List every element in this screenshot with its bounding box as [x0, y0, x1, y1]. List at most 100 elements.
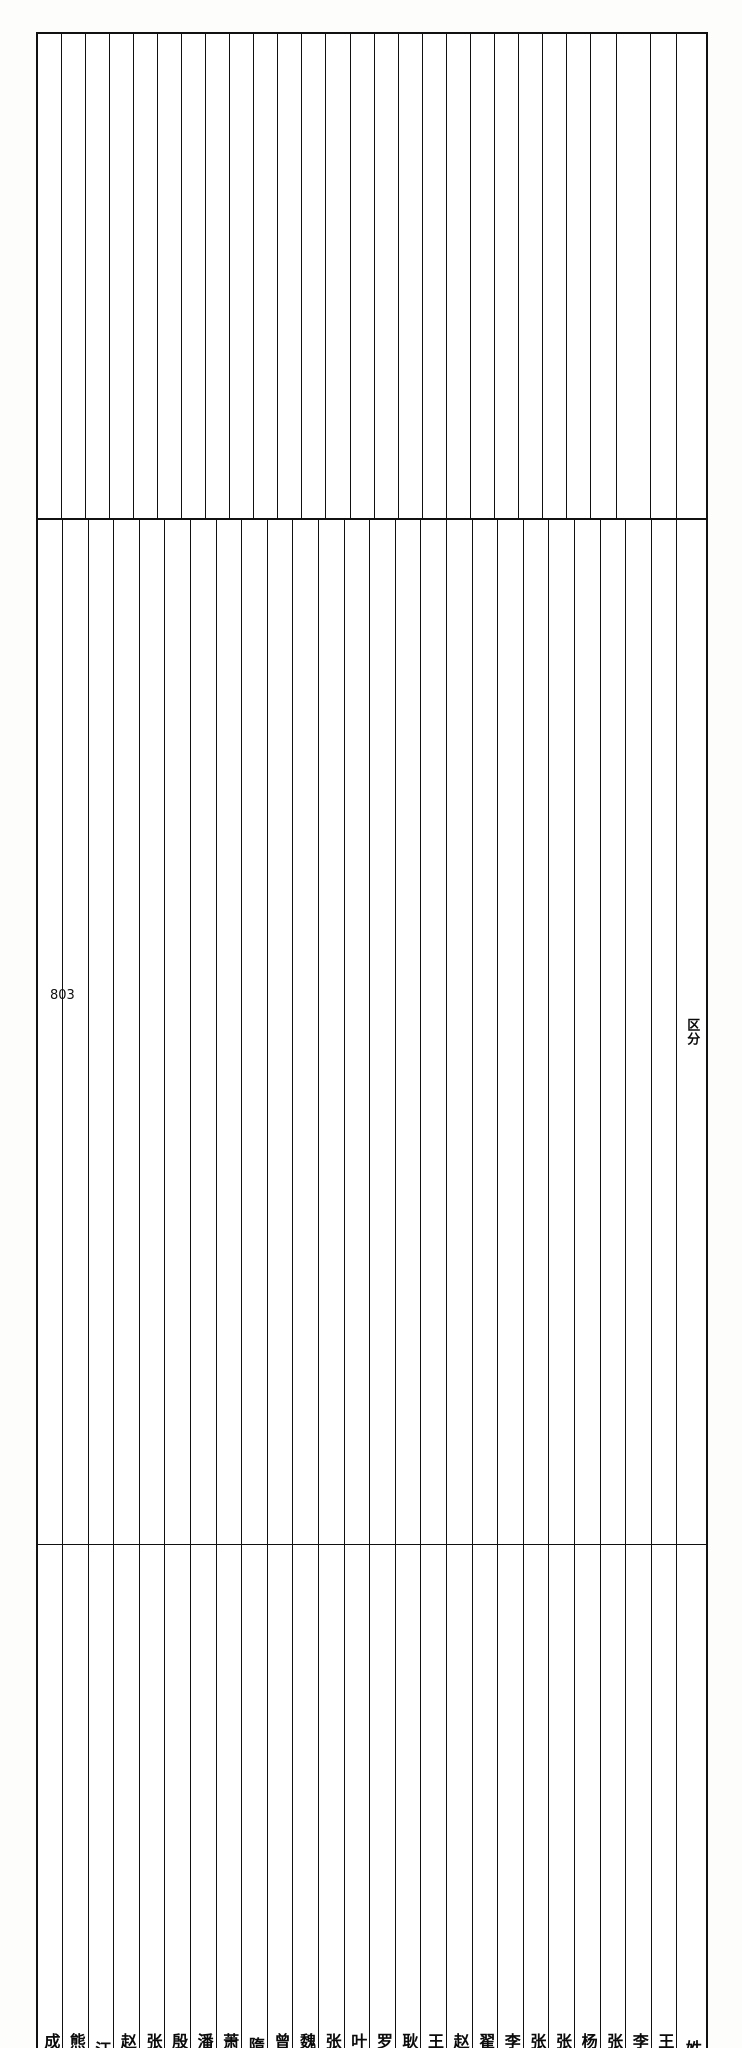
cell-category: [242, 519, 268, 1545]
name-text: 曾越万: [268, 1545, 293, 2048]
row-label-text: 区分: [677, 520, 706, 1544]
category-text: [652, 520, 677, 1544]
cell-category: [421, 519, 447, 1545]
name-text: 罗荣穆: [370, 1545, 395, 2048]
cell-name: 罗荣穆: [370, 1545, 396, 2048]
table-row-name: 成树德熊先齐汪铎赵会广张振汉殷朝治潘先丁萧敦诗隋瑋⑪曾越万魏国俊张智义叶铁基罗荣…: [37, 1545, 707, 2048]
name-text: 张鼎三: [601, 1545, 626, 2048]
name-text: 李志禹: [498, 1545, 523, 2048]
cell-category: [165, 519, 191, 1545]
row-label-text: 姓名: [677, 1545, 706, 2048]
cell-category: [267, 519, 293, 1545]
table-row-category: 区分: [37, 519, 707, 1545]
cell-name: 汪铎: [88, 1545, 114, 2048]
cell-category: [139, 519, 165, 1545]
cell-name: 叶铁基: [344, 1545, 370, 2048]
name-text: 熊先齐: [63, 1545, 88, 2048]
category-text: [396, 520, 421, 1544]
category-text: [498, 520, 523, 1544]
cell-name: 张振汉: [139, 1545, 165, 2048]
name-text: 叶铁基: [345, 1545, 370, 2048]
name-text: 张智义: [319, 1545, 344, 2048]
category-text: [601, 520, 626, 1544]
category-text: [524, 520, 549, 1544]
cell-name: 王应元: [421, 1545, 447, 2048]
name-text: 萧敦诗: [217, 1545, 242, 2048]
name-text: 殷朝治: [165, 1545, 190, 2048]
cell-category: [651, 519, 677, 1545]
cell-name: 萧敦诗: [216, 1545, 242, 2048]
category-text: [165, 520, 190, 1544]
category-text: [63, 520, 88, 1544]
cell-name: 潘先丁: [191, 1545, 217, 2048]
category-text: [38, 520, 62, 1544]
cell-name: 曾越万: [267, 1545, 293, 2048]
name-text: 张永言: [549, 1545, 574, 2048]
cell-category: [63, 519, 89, 1545]
category-text: [549, 520, 574, 1544]
row-label-category: 区分: [677, 519, 707, 1545]
category-text: [268, 520, 293, 1544]
category-text: [319, 520, 344, 1544]
cell-name: 魏国俊: [293, 1545, 319, 2048]
cell-name: 张志英: [523, 1545, 549, 2048]
category-text: [626, 520, 651, 1544]
category-text: [242, 520, 267, 1544]
cell-name: 翟柏身: [472, 1545, 498, 2048]
cell-name: 杨光品: [574, 1545, 600, 2048]
cell-category: [344, 519, 370, 1545]
cell-name: 熊先齐: [63, 1545, 89, 2048]
cell-name: 赵会广: [114, 1545, 140, 2048]
name-text: 杨光品: [575, 1545, 600, 2048]
cell-name: 成树德: [37, 1545, 63, 2048]
category-text: [293, 520, 318, 1544]
name-text: 隋瑋⑪: [242, 1545, 267, 2048]
category-text: [421, 520, 446, 1544]
cell-category: [498, 519, 524, 1545]
name-text: 潘先丁: [191, 1545, 216, 2048]
category-text: [473, 520, 498, 1544]
cell-category: [37, 519, 63, 1545]
name-text: 王镜明: [652, 1545, 677, 2048]
cell-category: [447, 519, 473, 1545]
cell-category: [472, 519, 498, 1545]
cell-category: [114, 519, 140, 1545]
cell-name: 李可洁: [626, 1545, 652, 2048]
category-text: [370, 520, 395, 1544]
category-text: [114, 520, 139, 1544]
cell-name: 张鼎三: [600, 1545, 626, 2048]
cell-category: [395, 519, 421, 1545]
cell-name: 耿尚谨: [395, 1545, 421, 2048]
name-text: 王应元: [421, 1545, 446, 2048]
register-page: 区分喻担勋赵天鑫罗租治⑪王汉鼎李禄统张鸿儒戴学彰⑩萧杰兴李凌云杜保璋左秉权樊朝级…: [0, 0, 742, 1024]
name-text: 李可洁: [626, 1545, 651, 2048]
roster-table-bottom-wrap: 区分成树德熊先齐汪铎赵会广张振汉殷朝治潘先丁萧敦诗隋瑋⑪曾越万魏国俊张智义叶铁基…: [36, 518, 708, 2048]
cell-name: 赵士英: [447, 1545, 473, 2048]
cell-category: [370, 519, 396, 1545]
category-text: [575, 520, 600, 1544]
category-text: [345, 520, 370, 1544]
name-text: 张振汉: [140, 1545, 165, 2048]
cell-category: [319, 519, 345, 1545]
cell-category: [626, 519, 652, 1545]
name-text: 张志英: [524, 1545, 549, 2048]
cell-category: [549, 519, 575, 1545]
cell-name: 隋瑋⑪: [242, 1545, 268, 2048]
cell-category: [191, 519, 217, 1545]
row-label-name: 姓名: [677, 1545, 707, 2048]
roster-table-bottom: 区分成树德熊先齐汪铎赵会广张振汉殷朝治潘先丁萧敦诗隋瑋⑪曾越万魏国俊张智义叶铁基…: [36, 518, 708, 2048]
cell-name: 李志禹: [498, 1545, 524, 2048]
cell-category: [216, 519, 242, 1545]
name-text: 赵士英: [447, 1545, 472, 2048]
name-text: 汪铎: [89, 1545, 114, 2048]
cell-category: [293, 519, 319, 1545]
name-text: 成树德: [38, 1545, 62, 2048]
cell-category: [574, 519, 600, 1545]
category-text: [140, 520, 165, 1544]
cell-category: [600, 519, 626, 1545]
category-text: [447, 520, 472, 1544]
cell-category: [523, 519, 549, 1545]
category-text: [89, 520, 114, 1544]
cell-name: 王镜明: [651, 1545, 677, 2048]
cell-name: 殷朝治: [165, 1545, 191, 2048]
